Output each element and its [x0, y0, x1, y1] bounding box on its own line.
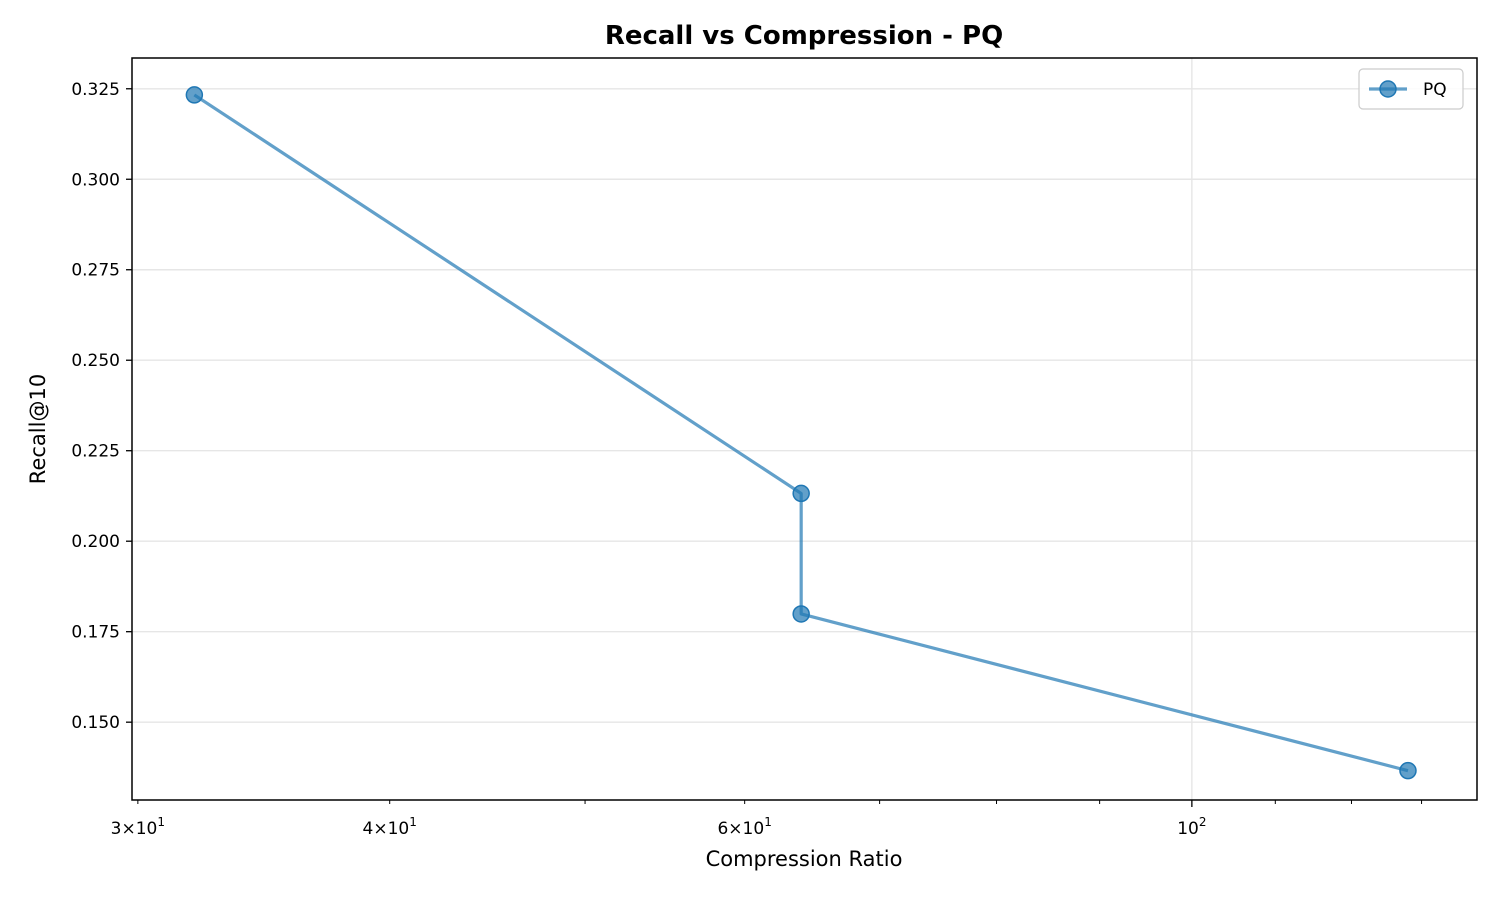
x-tick-label-base: 4×10	[363, 819, 410, 839]
x-tick-label-exponent: 1	[157, 815, 165, 829]
x-tick-label-exponent: 2	[1199, 815, 1207, 829]
data-point	[1399, 761, 1417, 780]
x-tick-label-base: 6×10	[717, 819, 764, 839]
x-tick-label-exponent: 1	[409, 815, 417, 829]
x-tick-label: 3×101	[111, 815, 165, 839]
x-tick-label-base: 3×10	[111, 819, 158, 839]
x-tick-label-exponent: 1	[764, 815, 772, 829]
plot-frame	[131, 57, 1478, 801]
y-tick-label: 0.275	[71, 261, 120, 281]
y-tick-label: 0.175	[71, 623, 120, 643]
y-tick-label: 0.200	[71, 532, 120, 552]
data-point	[185, 86, 204, 104]
x-tick-label: 102	[1177, 815, 1206, 839]
y-tick-label: 0.300	[71, 170, 120, 190]
x-tick-label: 6×101	[717, 815, 771, 839]
ticks: 0.150 0.175 0.200 0.225 0.250 0.275 0.300 0.325…	[71, 80, 1423, 839]
data-point	[792, 605, 810, 623]
series-layer	[185, 86, 1417, 780]
legend-box	[1358, 68, 1464, 110]
x-axis-label: Compression Ratio	[706, 847, 903, 871]
y-tick-label: 0.250	[71, 351, 120, 371]
y-tick-label: 0.225	[71, 442, 120, 462]
chart-title: Recall vs Compression - PQ	[605, 21, 1003, 51]
grid	[132, 58, 1477, 800]
x-tick-label: 4×101	[363, 815, 417, 839]
data-point	[792, 484, 810, 503]
y-tick-label: 0.150	[71, 713, 120, 733]
legend: PQ	[1358, 68, 1464, 110]
series-line-pq	[193, 93, 1409, 773]
x-tick-label-base: 10	[1177, 819, 1199, 839]
y-tick-label: 0.325	[71, 80, 120, 100]
legend-label: PQ	[1423, 80, 1447, 100]
y-axis-label: Recall@10	[26, 374, 50, 484]
legend-marker	[1379, 80, 1397, 98]
